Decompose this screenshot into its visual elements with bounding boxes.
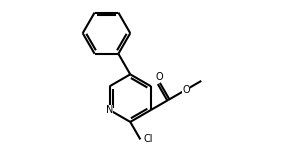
Text: O: O xyxy=(182,85,190,95)
Text: N: N xyxy=(106,105,113,115)
Text: O: O xyxy=(155,72,163,82)
Text: Cl: Cl xyxy=(143,134,153,144)
